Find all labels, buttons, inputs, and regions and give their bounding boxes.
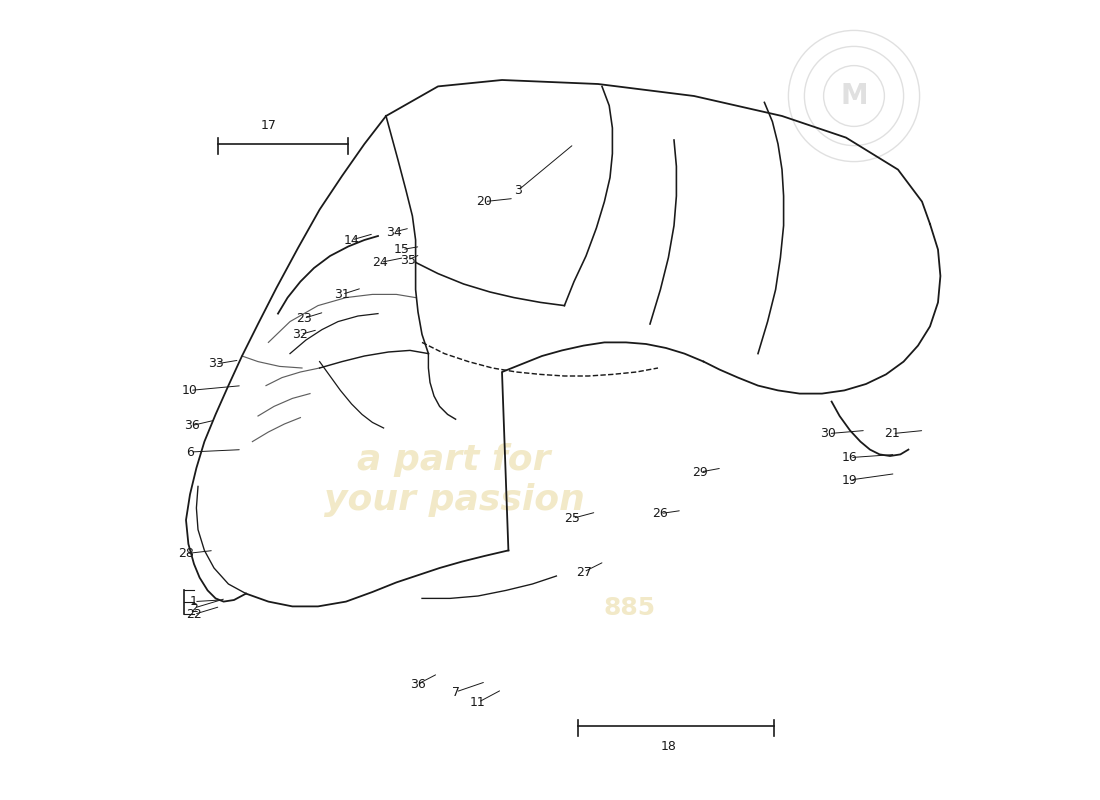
Text: 34: 34 — [386, 226, 402, 238]
Text: M: M — [840, 82, 868, 110]
Text: 16: 16 — [843, 451, 858, 464]
Text: 35: 35 — [399, 254, 416, 266]
Text: 29: 29 — [693, 466, 708, 478]
Text: 33: 33 — [208, 358, 223, 370]
Text: 21: 21 — [884, 427, 900, 440]
Text: 27: 27 — [575, 566, 592, 578]
Text: 24: 24 — [373, 256, 388, 269]
Text: 26: 26 — [652, 507, 669, 520]
Text: 32: 32 — [293, 328, 308, 341]
Text: 31: 31 — [334, 288, 350, 301]
Text: 36: 36 — [410, 678, 426, 690]
Text: 23: 23 — [296, 312, 311, 325]
Text: 11: 11 — [470, 696, 486, 709]
Text: 20: 20 — [476, 195, 493, 208]
Text: 3: 3 — [514, 184, 521, 197]
Text: 28: 28 — [178, 547, 194, 560]
Text: 30: 30 — [821, 427, 836, 440]
Text: 17: 17 — [261, 119, 276, 132]
Text: 10: 10 — [183, 384, 198, 397]
Text: 7: 7 — [452, 686, 460, 698]
Text: 22: 22 — [186, 608, 202, 621]
Text: a part for
your passion: a part for your passion — [323, 443, 584, 517]
Text: 1: 1 — [190, 595, 198, 608]
Text: 6: 6 — [186, 446, 194, 458]
Text: 15: 15 — [394, 243, 410, 256]
Text: 885: 885 — [604, 596, 656, 620]
Text: 19: 19 — [843, 474, 858, 486]
Text: 25: 25 — [564, 512, 581, 525]
Text: 14: 14 — [343, 234, 360, 246]
Text: 36: 36 — [184, 419, 199, 432]
Text: 18: 18 — [660, 740, 676, 753]
Text: 2: 2 — [190, 602, 198, 614]
